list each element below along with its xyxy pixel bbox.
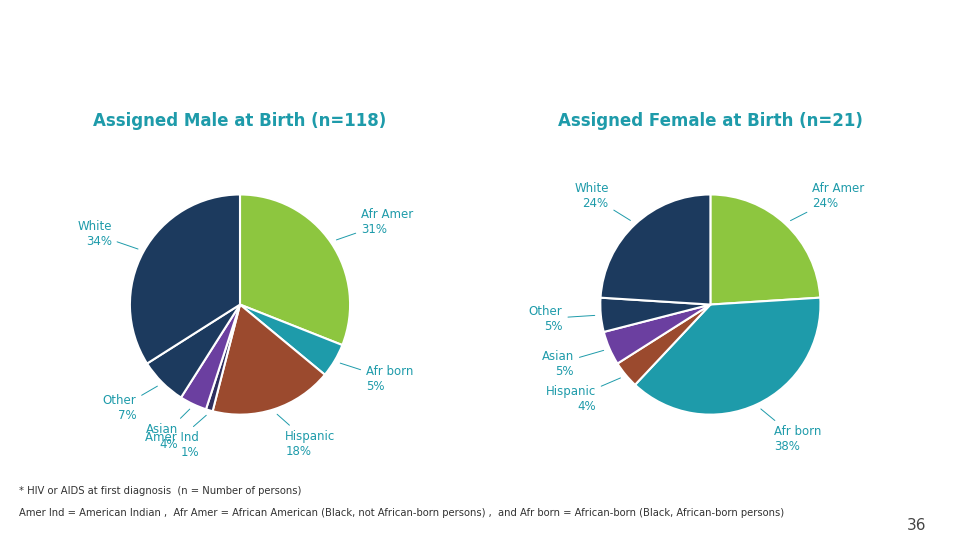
Wedge shape [604,305,710,363]
Text: 36: 36 [907,518,926,534]
Text: Amer Ind = American Indian ,  Afr Amer = African American (Black, not African-bo: Amer Ind = American Indian , Afr Amer = … [19,508,784,518]
Text: Asian
5%: Asian 5% [541,349,604,377]
Wedge shape [710,194,820,305]
Wedge shape [600,298,710,332]
Text: * HIV or AIDS at first diagnosis  (n = Number of persons): * HIV or AIDS at first diagnosis (n = Nu… [19,486,301,496]
Title: Assigned Female at Birth (n=21): Assigned Female at Birth (n=21) [558,112,863,130]
Text: HIV Diagnoses* Among Adolescents and Young Adults† by Sex Assigned: HIV Diagnoses* Among Adolescents and You… [1,36,959,59]
Text: Hispanic
4%: Hispanic 4% [545,378,620,413]
Text: Afr Amer
31%: Afr Amer 31% [336,208,414,240]
Wedge shape [617,305,710,385]
Text: Afr born
5%: Afr born 5% [340,363,414,393]
Wedge shape [635,298,821,415]
Text: Afr Amer
24%: Afr Amer 24% [790,182,864,221]
Wedge shape [212,305,324,415]
Text: at Birth and Race/Ethnicity, 2017 - 2019 Combined: at Birth and Race/Ethnicity, 2017 - 2019… [144,83,816,107]
Text: Asian
4%: Asian 4% [145,409,190,451]
Text: Other
5%: Other 5% [529,305,595,333]
Text: White
34%: White 34% [77,220,138,249]
Text: White
24%: White 24% [574,182,631,220]
Wedge shape [181,305,240,409]
Text: Afr born
38%: Afr born 38% [761,409,821,453]
Wedge shape [147,305,240,397]
Title: Assigned Male at Birth (n=118): Assigned Male at Birth (n=118) [93,112,387,130]
Text: Amer Ind
1%: Amer Ind 1% [145,415,206,459]
Text: Other
7%: Other 7% [103,386,157,422]
Wedge shape [206,305,240,411]
Text: Hispanic
18%: Hispanic 18% [277,414,335,458]
Wedge shape [130,194,240,363]
Wedge shape [601,194,710,305]
Wedge shape [240,194,350,345]
Wedge shape [240,305,343,375]
